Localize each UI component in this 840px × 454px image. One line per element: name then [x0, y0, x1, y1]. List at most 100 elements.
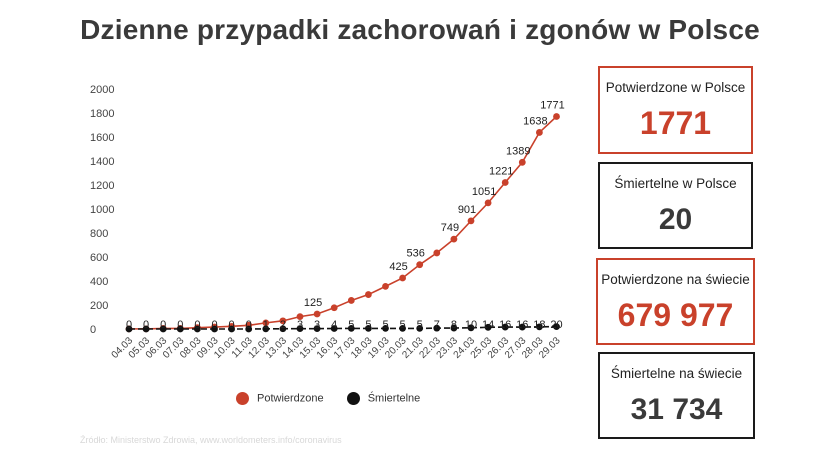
- data-point-deaths: [484, 323, 492, 331]
- data-point-confirmed: [416, 261, 424, 269]
- data-point-deaths: [211, 325, 218, 333]
- data-label-deaths: 0: [229, 319, 235, 331]
- data-point-deaths: [159, 325, 167, 333]
- stat-label: Śmiertelne w Polsce: [614, 176, 737, 191]
- data-point-confirmed: [382, 283, 389, 290]
- stat-value: 20: [658, 203, 693, 236]
- data-point-deaths: [450, 324, 458, 332]
- series-line-confirmed: [129, 115, 558, 330]
- data-label-deaths: 18: [533, 319, 545, 331]
- data-point-deaths: [296, 325, 304, 333]
- data-point-deaths: [125, 325, 133, 333]
- data-label-deaths: 3: [314, 319, 320, 331]
- data-label-confirmed: 1771: [540, 99, 564, 111]
- data-point-deaths: [245, 325, 253, 333]
- data-label-deaths: 7: [434, 319, 440, 331]
- data-point-deaths: [399, 325, 406, 332]
- data-label-confirmed: 425: [389, 261, 407, 273]
- data-point-deaths: [536, 323, 543, 331]
- data-point-confirmed: [330, 304, 338, 312]
- data-point-deaths: [501, 323, 509, 331]
- stat-label: Śmiertelne na świecie: [610, 366, 743, 381]
- chart-legend: Potwierdzone Śmiertelne: [236, 392, 440, 405]
- data-label-confirmed: 749: [441, 222, 459, 234]
- data-label-confirmed: 1389: [506, 145, 530, 157]
- data-point-confirmed: [399, 274, 406, 282]
- data-point-deaths: [347, 325, 355, 332]
- data-label-confirmed: 536: [407, 248, 425, 260]
- data-label-deaths: 0: [246, 319, 252, 331]
- chart-title: Dzienne przypadki zachorowań i zgonów w …: [80, 14, 760, 45]
- data-point-confirmed: [296, 313, 304, 321]
- data-point-confirmed: [518, 158, 526, 166]
- data-point-deaths: [518, 323, 526, 331]
- data-point-confirmed: [365, 291, 372, 298]
- data-point-deaths: [142, 325, 150, 333]
- data-label-confirmed: 1638: [523, 115, 547, 127]
- data-label-deaths: 10: [465, 319, 477, 331]
- legend-label-confirmed: Potwierdzone: [257, 392, 324, 405]
- data-point-confirmed: [313, 310, 321, 318]
- data-point-deaths: [194, 325, 201, 333]
- legend-label-deaths: Śmiertelne: [367, 392, 421, 405]
- data-label-deaths: 5: [400, 319, 406, 331]
- data-point-confirmed: [433, 249, 441, 257]
- data-label-deaths: 0: [211, 319, 217, 331]
- data-point-deaths: [467, 324, 475, 332]
- y-tick-label: 400: [90, 276, 108, 288]
- data-label-deaths: 3: [297, 319, 303, 331]
- y-tick-label: 600: [90, 252, 108, 264]
- data-point-confirmed: [262, 319, 270, 327]
- stat-deaths-poland: Śmiertelne w Polsce 20: [598, 162, 753, 249]
- data-point-deaths: [313, 325, 321, 333]
- data-point-deaths: [330, 325, 338, 332]
- data-label-deaths: 16: [499, 319, 511, 331]
- data-point-deaths: [382, 325, 389, 332]
- data-label-confirmed: 901: [458, 204, 476, 216]
- data-label-confirmed: 1221: [489, 165, 513, 177]
- data-point-deaths: [553, 323, 560, 330]
- data-label-deaths: 8: [451, 319, 457, 331]
- data-label-deaths: 5: [382, 319, 388, 331]
- y-tick-label: 1000: [90, 204, 114, 216]
- data-point-confirmed: [347, 297, 355, 304]
- data-label-deaths: 0: [160, 319, 166, 331]
- data-label-deaths: 20: [550, 319, 562, 331]
- legend-item-deaths: Śmiertelne: [346, 392, 421, 405]
- data-label-deaths: 4: [331, 319, 337, 331]
- stat-value: 679 977: [617, 297, 734, 333]
- y-tick-label: 2000: [90, 84, 114, 96]
- data-point-deaths: [228, 325, 236, 333]
- stat-value: 31 734: [630, 393, 723, 426]
- y-tick-label: 1200: [90, 180, 114, 192]
- y-tick-label: 800: [90, 228, 108, 240]
- stat-confirmed-poland: Potwierdzone w Polsce 1771: [598, 66, 753, 154]
- y-tick-label: 1600: [90, 132, 114, 144]
- data-label-deaths: 0: [143, 319, 149, 331]
- stat-deaths-world: Śmiertelne na świecie 31 734: [598, 352, 755, 439]
- data-label-deaths: 0: [194, 319, 200, 331]
- data-point-confirmed: [450, 235, 458, 243]
- y-tick-label: 1800: [90, 108, 114, 120]
- legend-swatch-confirmed: [236, 392, 249, 405]
- stat-label: Potwierdzone na świecie: [601, 272, 750, 287]
- data-point-deaths: [279, 325, 287, 333]
- data-point-confirmed: [536, 129, 543, 136]
- data-point-deaths: [416, 325, 424, 332]
- data-point-confirmed: [467, 217, 475, 225]
- data-label-deaths: 5: [348, 319, 354, 331]
- data-point-deaths: [176, 325, 184, 333]
- y-tick-label: 0: [90, 324, 96, 336]
- data-point-confirmed: [484, 199, 492, 207]
- data-label-deaths: 16: [516, 319, 528, 331]
- data-point-deaths: [262, 325, 270, 333]
- y-tick-label: 200: [90, 300, 108, 312]
- stat-label: Potwierdzone w Polsce: [605, 80, 746, 95]
- data-label-deaths: 1: [263, 319, 269, 331]
- source-note: Źródło: Ministerstwo Zdrowia, www.worldo…: [80, 435, 342, 445]
- y-tick-label: 1400: [90, 156, 114, 168]
- data-label-deaths: 5: [365, 319, 371, 331]
- data-label-deaths: 2: [280, 319, 286, 331]
- stat-confirmed-world: Potwierdzone na świecie 679 977: [596, 258, 755, 345]
